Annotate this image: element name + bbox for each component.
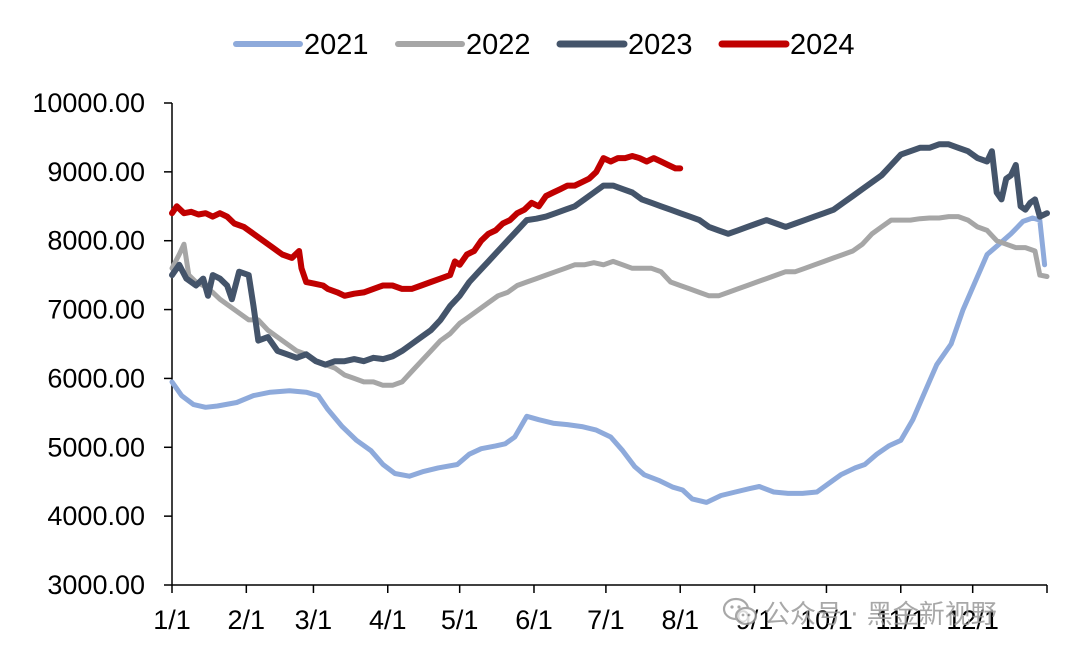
legend-label-2024: 2024 — [790, 29, 855, 61]
watermark: 公众号 · 黑金新视野 — [722, 592, 997, 632]
legend-label-2021: 2021 — [304, 29, 369, 61]
y-tick-label: 8000.00 — [47, 226, 145, 256]
x-tick-label: 3/1 — [295, 605, 333, 635]
series-line-2023 — [169, 141, 1050, 368]
x-tick-label: 4/1 — [369, 605, 407, 635]
series-line-2022 — [169, 214, 1050, 388]
legend: 2021 2022 2023 2024 — [233, 29, 855, 61]
legend-label-2022: 2022 — [466, 29, 531, 61]
x-tick-label: 1/1 — [153, 605, 191, 635]
x-tick-label: 7/1 — [587, 605, 625, 635]
x-tick-label: 8/1 — [661, 605, 699, 635]
y-tick-label: 4000.00 — [47, 501, 145, 531]
axes: 3000.00 4000.00 5000.00 6000.00 7000.00 8000.… — [32, 88, 1048, 635]
series-layer — [169, 141, 1050, 505]
legend-label-2023: 2023 — [628, 29, 693, 61]
y-tick-label: 10000.00 — [32, 88, 145, 118]
y-tick-label: 3000.00 — [47, 570, 145, 600]
watermark-text: 公众号 · 黑金新视野 — [764, 599, 997, 630]
x-tick-label: 12/1 — [946, 605, 999, 635]
x-tick-label: 11/1 — [875, 605, 926, 635]
x-tick-label: 10/1 — [800, 605, 853, 635]
wechat-icon — [722, 597, 758, 626]
x-tick-label: 2/1 — [228, 605, 266, 635]
series-line-2021 — [169, 215, 1048, 505]
series-line-2024 — [169, 153, 684, 299]
y-tick-label: 6000.00 — [47, 363, 145, 393]
y-tick-label: 7000.00 — [47, 295, 145, 325]
x-tick-label: 5/1 — [441, 605, 479, 635]
x-tick-label: 6/1 — [515, 605, 553, 635]
y-tick-label: 9000.00 — [47, 157, 145, 187]
y-tick-label: 5000.00 — [47, 432, 145, 462]
